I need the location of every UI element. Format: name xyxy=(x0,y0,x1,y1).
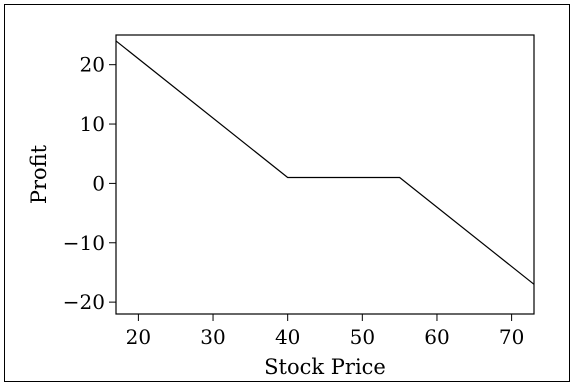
x-tick-label: 50 xyxy=(350,325,375,349)
y-tick-label: 0 xyxy=(92,171,105,195)
x-tick-label: 70 xyxy=(499,325,524,349)
y-tick-label: 10 xyxy=(80,112,105,136)
y-axis: −20 −10 0 10 20 xyxy=(63,53,116,314)
x-tick-label: 30 xyxy=(200,325,225,349)
x-tick-label: 60 xyxy=(424,325,449,349)
y-tick-label: −20 xyxy=(63,290,105,314)
x-tick-label: 20 xyxy=(126,325,151,349)
y-tick-label: −10 xyxy=(63,231,105,255)
profit-line xyxy=(115,40,535,285)
y-axis-label: Profit xyxy=(27,144,51,204)
x-axis: 20 30 40 50 60 70 xyxy=(126,314,524,349)
x-tick-label: 40 xyxy=(275,325,300,349)
figure-frame xyxy=(4,4,570,382)
series-layer xyxy=(115,40,535,285)
y-tick-label: 20 xyxy=(80,53,105,77)
x-axis-label: Stock Price xyxy=(264,355,386,379)
plot-area xyxy=(115,34,535,315)
